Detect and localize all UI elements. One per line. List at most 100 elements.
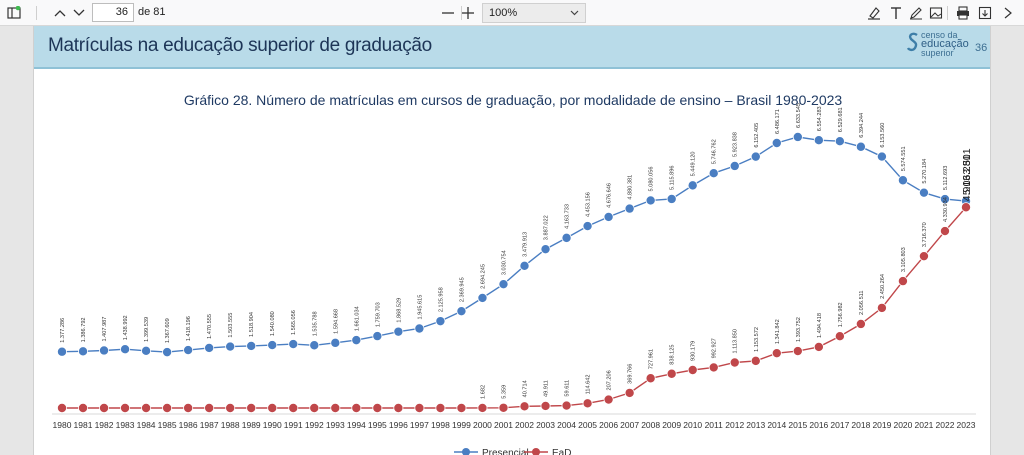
data-label-presencial: 1.661.034	[354, 306, 360, 331]
data-point-presencial	[393, 326, 404, 337]
data-point-ead	[708, 362, 719, 373]
toolbar-separator	[461, 6, 462, 20]
x-tick-label: 1995	[368, 420, 387, 430]
data-label-presencial: 1.367.609	[165, 318, 171, 343]
data-label-ead: 838.125	[670, 345, 676, 365]
page-header: Matrículas na educação superior de gradu…	[34, 26, 990, 69]
data-point-presencial	[834, 136, 845, 147]
zoom-in-button[interactable]	[458, 3, 478, 23]
legend-label-ead: EaD	[552, 448, 571, 455]
data-point-presencial	[792, 131, 803, 142]
data-label-ead: 4.913.281	[961, 154, 973, 201]
data-label-ead: 1.682	[480, 385, 486, 399]
data-point-presencial	[813, 135, 824, 146]
data-point-ead	[435, 402, 446, 413]
data-point-presencial	[351, 335, 362, 346]
data-label-ead: 40.714	[523, 380, 529, 397]
data-point-ead	[918, 251, 929, 262]
sidebar-toggle-icon[interactable]	[4, 3, 24, 23]
zoom-out-button[interactable]	[438, 3, 458, 23]
data-label-ead: 2.056.511	[859, 290, 865, 314]
x-tick-label: 2006	[599, 420, 618, 430]
x-tick-label: 2015	[788, 420, 807, 430]
data-label-presencial: 5.270.184	[922, 159, 928, 184]
data-point-ead	[876, 302, 887, 313]
data-point-presencial	[330, 337, 341, 348]
chevron-up-icon[interactable]	[50, 3, 70, 23]
data-point-ead	[750, 355, 761, 366]
print-icon[interactable]	[953, 3, 973, 23]
page-number: 36	[975, 42, 988, 54]
data-point-presencial	[372, 331, 383, 342]
page-title: Matrículas na educação superior de gradu…	[48, 35, 432, 56]
data-label-presencial: 5.923.838	[733, 132, 739, 157]
x-tick-label: 1999	[452, 420, 471, 430]
data-point-presencial	[645, 195, 656, 206]
data-label-presencial: 1.535.788	[312, 311, 318, 336]
text-icon[interactable]	[886, 3, 906, 23]
data-label-ead: 4.330.934	[943, 197, 949, 222]
data-point-ead	[687, 364, 698, 375]
image-icon[interactable]	[926, 3, 946, 23]
x-tick-label: 2000	[473, 420, 492, 430]
data-label-presencial: 1.377.286	[60, 318, 66, 343]
data-point-presencial	[750, 151, 761, 162]
x-tick-label: 2002	[515, 420, 534, 430]
x-tick-label: 1987	[200, 420, 219, 430]
data-point-presencial	[225, 341, 236, 352]
data-point-ead	[99, 402, 110, 413]
x-tick-label: 1991	[284, 420, 303, 430]
data-point-ead	[477, 402, 488, 413]
data-point-presencial	[561, 232, 572, 243]
chevron-down-icon[interactable]	[69, 3, 89, 23]
data-point-ead	[624, 387, 635, 398]
data-point-ead	[771, 348, 782, 359]
data-point-ead	[645, 373, 656, 384]
data-label-presencial: 1.759.703	[375, 302, 381, 327]
x-tick-label: 2013	[746, 420, 765, 430]
data-label-presencial: 1.418.196	[186, 316, 192, 341]
data-point-ead	[498, 402, 509, 413]
data-point-presencial	[120, 344, 131, 355]
x-tick-label: 2022	[936, 420, 955, 430]
data-point-presencial	[498, 279, 509, 290]
x-tick-label: 2020	[893, 420, 912, 430]
data-label-presencial: 2.694.245	[480, 264, 486, 289]
x-tick-label: 2011	[705, 420, 724, 430]
data-label-presencial: 1.386.792	[81, 317, 87, 342]
data-point-presencial	[876, 151, 887, 162]
x-tick-label: 2018	[851, 420, 870, 430]
data-point-presencial	[288, 339, 299, 350]
page-number-input[interactable]: 36	[92, 3, 134, 22]
data-label-ead: 1.393.752	[796, 317, 802, 342]
highlight-icon[interactable]	[864, 3, 884, 23]
data-point-presencial	[246, 340, 257, 351]
data-point-ead	[729, 357, 740, 368]
data-point-ead	[897, 276, 908, 287]
data-label-ead: 369.766	[628, 364, 634, 384]
data-point-ead	[813, 341, 824, 352]
draw-icon[interactable]	[906, 3, 926, 23]
data-label-presencial: 1.503.555	[228, 313, 234, 338]
data-label-presencial: 5.112.693	[943, 166, 949, 190]
data-label-presencial: 6.394.244	[859, 113, 865, 138]
data-label-ead: 992.927	[712, 338, 718, 358]
data-label-presencial: 5.115.896	[670, 165, 676, 189]
x-tick-label: 2014	[767, 420, 786, 430]
data-point-presencial	[78, 346, 89, 357]
data-point-ead	[120, 402, 131, 413]
more-icon[interactable]	[998, 3, 1018, 23]
data-label-presencial: 1.399.539	[144, 317, 150, 342]
data-label-presencial: 6.152.405	[754, 123, 760, 148]
data-label-presencial: 5.063.501	[961, 148, 973, 195]
data-point-presencial	[435, 316, 446, 327]
censo-logo-icon	[907, 32, 918, 52]
toolbar-separator	[947, 6, 948, 20]
data-label-ead: 1.494.418	[817, 313, 823, 338]
zoom-select[interactable]: 100%	[482, 3, 586, 23]
x-tick-label: 1984	[137, 420, 156, 430]
data-label-ead: 2.450.264	[880, 274, 886, 299]
data-label-presencial: 1.594.668	[333, 309, 339, 334]
x-tick-label: 1998	[431, 420, 450, 430]
save-icon[interactable]	[975, 3, 995, 23]
